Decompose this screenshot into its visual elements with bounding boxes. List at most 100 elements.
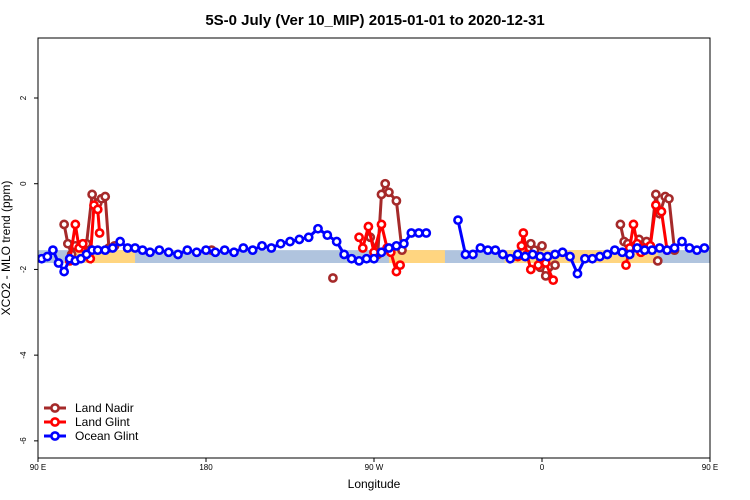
data-point-ocean-glint-64 [557, 247, 568, 258]
data-point-ocean-glint-18 [154, 245, 165, 256]
data-point-ocean-glint-65 [565, 251, 575, 262]
data-point-ocean-glint-27 [238, 243, 249, 253]
data-point-land-nadir-17 [384, 187, 394, 198]
data-point-ocean-glint-41 [361, 253, 372, 264]
data-point-ocean-glint-2 [48, 245, 58, 256]
data-point-ocean-glint-44 [384, 243, 394, 253]
data-point-land-glint-10 [363, 221, 374, 232]
data-point-ocean-glint-78 [662, 245, 672, 256]
data-point-land-glint-8 [354, 232, 364, 243]
data-point-land-glint-28 [628, 219, 639, 230]
data-point-land-nadir-16 [380, 178, 391, 189]
data-point-ocean-glint-3 [53, 258, 64, 268]
data-point-ocean-glint-17 [145, 247, 155, 258]
data-point-ocean-glint-83 [699, 243, 710, 253]
y-tick-label-3: -4 [19, 351, 28, 359]
y-tick-label-1: 0 [19, 181, 28, 186]
data-point-ocean-glint-51 [460, 249, 471, 260]
data-point-ocean-glint-70 [602, 249, 613, 260]
data-point-land-nadir-37 [328, 273, 338, 283]
data-point-ocean-glint-81 [684, 243, 695, 253]
data-point-ocean-glint-36 [322, 230, 333, 241]
data-point-ocean-glint-69 [594, 251, 605, 262]
data-point-land-glint-7 [94, 228, 105, 238]
data-point-ocean-glint-73 [624, 249, 635, 260]
y-tick-label-4: -6 [19, 437, 28, 445]
data-point-ocean-glint-24 [210, 247, 221, 258]
data-point-land-glint-18 [516, 240, 527, 251]
data-point-ocean-glint-38 [339, 249, 350, 260]
data-point-land-glint-16 [395, 260, 406, 271]
x-tick-label-4: 90 E [702, 463, 718, 472]
data-point-land-nadir-0 [59, 219, 70, 230]
data-point-ocean-glint-31 [275, 238, 286, 249]
data-point-ocean-glint-57 [505, 253, 516, 264]
data-point-land-nadir-24 [550, 260, 560, 271]
data-point-land-nadir-25 [615, 219, 626, 230]
data-point-ocean-glint-62 [542, 251, 553, 262]
data-point-ocean-glint-72 [617, 247, 628, 258]
data-point-land-glint-26 [621, 260, 631, 271]
data-point-land-glint-1 [70, 219, 81, 230]
data-point-ocean-glint-11 [100, 245, 111, 256]
data-point-ocean-glint-76 [647, 245, 658, 256]
y-tick-label-2: -2 [19, 265, 28, 273]
data-point-ocean-glint-15 [130, 243, 140, 253]
x-tick-label-1: 180 [199, 463, 213, 472]
data-point-ocean-glint-12 [107, 243, 118, 253]
data-point-ocean-glint-32 [285, 236, 295, 247]
data-point-ocean-glint-34 [303, 232, 314, 243]
data-point-ocean-glint-45 [391, 240, 402, 251]
data-point-ocean-glint-29 [257, 240, 267, 251]
data-point-ocean-glint-40 [354, 255, 364, 266]
legend-label-land-nadir: Land Nadir [75, 401, 134, 415]
plot-inner [38, 178, 710, 286]
data-point-ocean-glint-4 [59, 266, 70, 277]
data-point-ocean-glint-42 [369, 253, 379, 264]
data-point-land-glint-12 [376, 219, 387, 230]
data-point-land-nadir-38 [537, 240, 547, 251]
series-ocean-glint [38, 215, 710, 279]
legend-label-ocean-glint: Ocean Glint [75, 429, 139, 443]
x-tick-label-2: 90 W [365, 463, 384, 472]
data-point-ocean-glint-28 [247, 245, 258, 256]
x-axis: 90 E 180 90 W 0 90 E [30, 458, 718, 472]
chart-title: 5S-0 July (Ver 10_MIP) 2015-01-01 to 202… [205, 12, 544, 29]
data-point-land-glint-25 [548, 275, 559, 286]
data-point-ocean-glint-33 [294, 234, 305, 245]
data-point-ocean-glint-50 [453, 215, 463, 226]
data-point-ocean-glint-10 [92, 245, 103, 256]
data-point-ocean-glint-20 [173, 249, 183, 260]
data-point-ocean-glint-55 [490, 245, 501, 256]
data-point-ocean-glint-52 [468, 249, 478, 260]
plot-area [38, 178, 710, 286]
data-point-ocean-glint-60 [527, 249, 538, 260]
data-point-land-nadir-32 [650, 189, 661, 200]
data-point-land-nadir-18 [391, 195, 402, 206]
data-point-land-nadir-35 [664, 193, 674, 204]
data-point-land-nadir-1 [62, 238, 73, 249]
data-point-ocean-glint-16 [137, 245, 148, 256]
data-point-ocean-glint-39 [346, 253, 357, 264]
data-point-land-glint-3 [77, 238, 88, 249]
data-point-ocean-glint-58 [512, 249, 523, 260]
y-tick-label-0: 2 [19, 95, 28, 100]
data-point-ocean-glint-61 [535, 251, 546, 262]
data-point-land-nadir-6 [87, 189, 98, 200]
data-point-ocean-glint-68 [587, 253, 598, 264]
legend-marker-ocean-glint [50, 431, 60, 441]
data-point-land-nadir-9 [100, 191, 111, 202]
data-point-ocean-glint-30 [266, 243, 277, 253]
data-point-ocean-glint-47 [406, 228, 417, 238]
data-point-land-nadir-23 [540, 270, 551, 281]
data-point-ocean-glint-21 [182, 245, 193, 256]
data-point-land-glint-34 [656, 206, 667, 217]
y-axis: 2 0 -2 -4 -6 [19, 95, 38, 444]
y-axis-label: XCO2 - MLO trend (ppm) [0, 181, 13, 316]
data-point-ocean-glint-74 [632, 243, 643, 253]
data-point-ocean-glint-14 [122, 243, 133, 253]
data-point-ocean-glint-25 [219, 245, 230, 256]
data-point-ocean-glint-22 [191, 247, 202, 258]
